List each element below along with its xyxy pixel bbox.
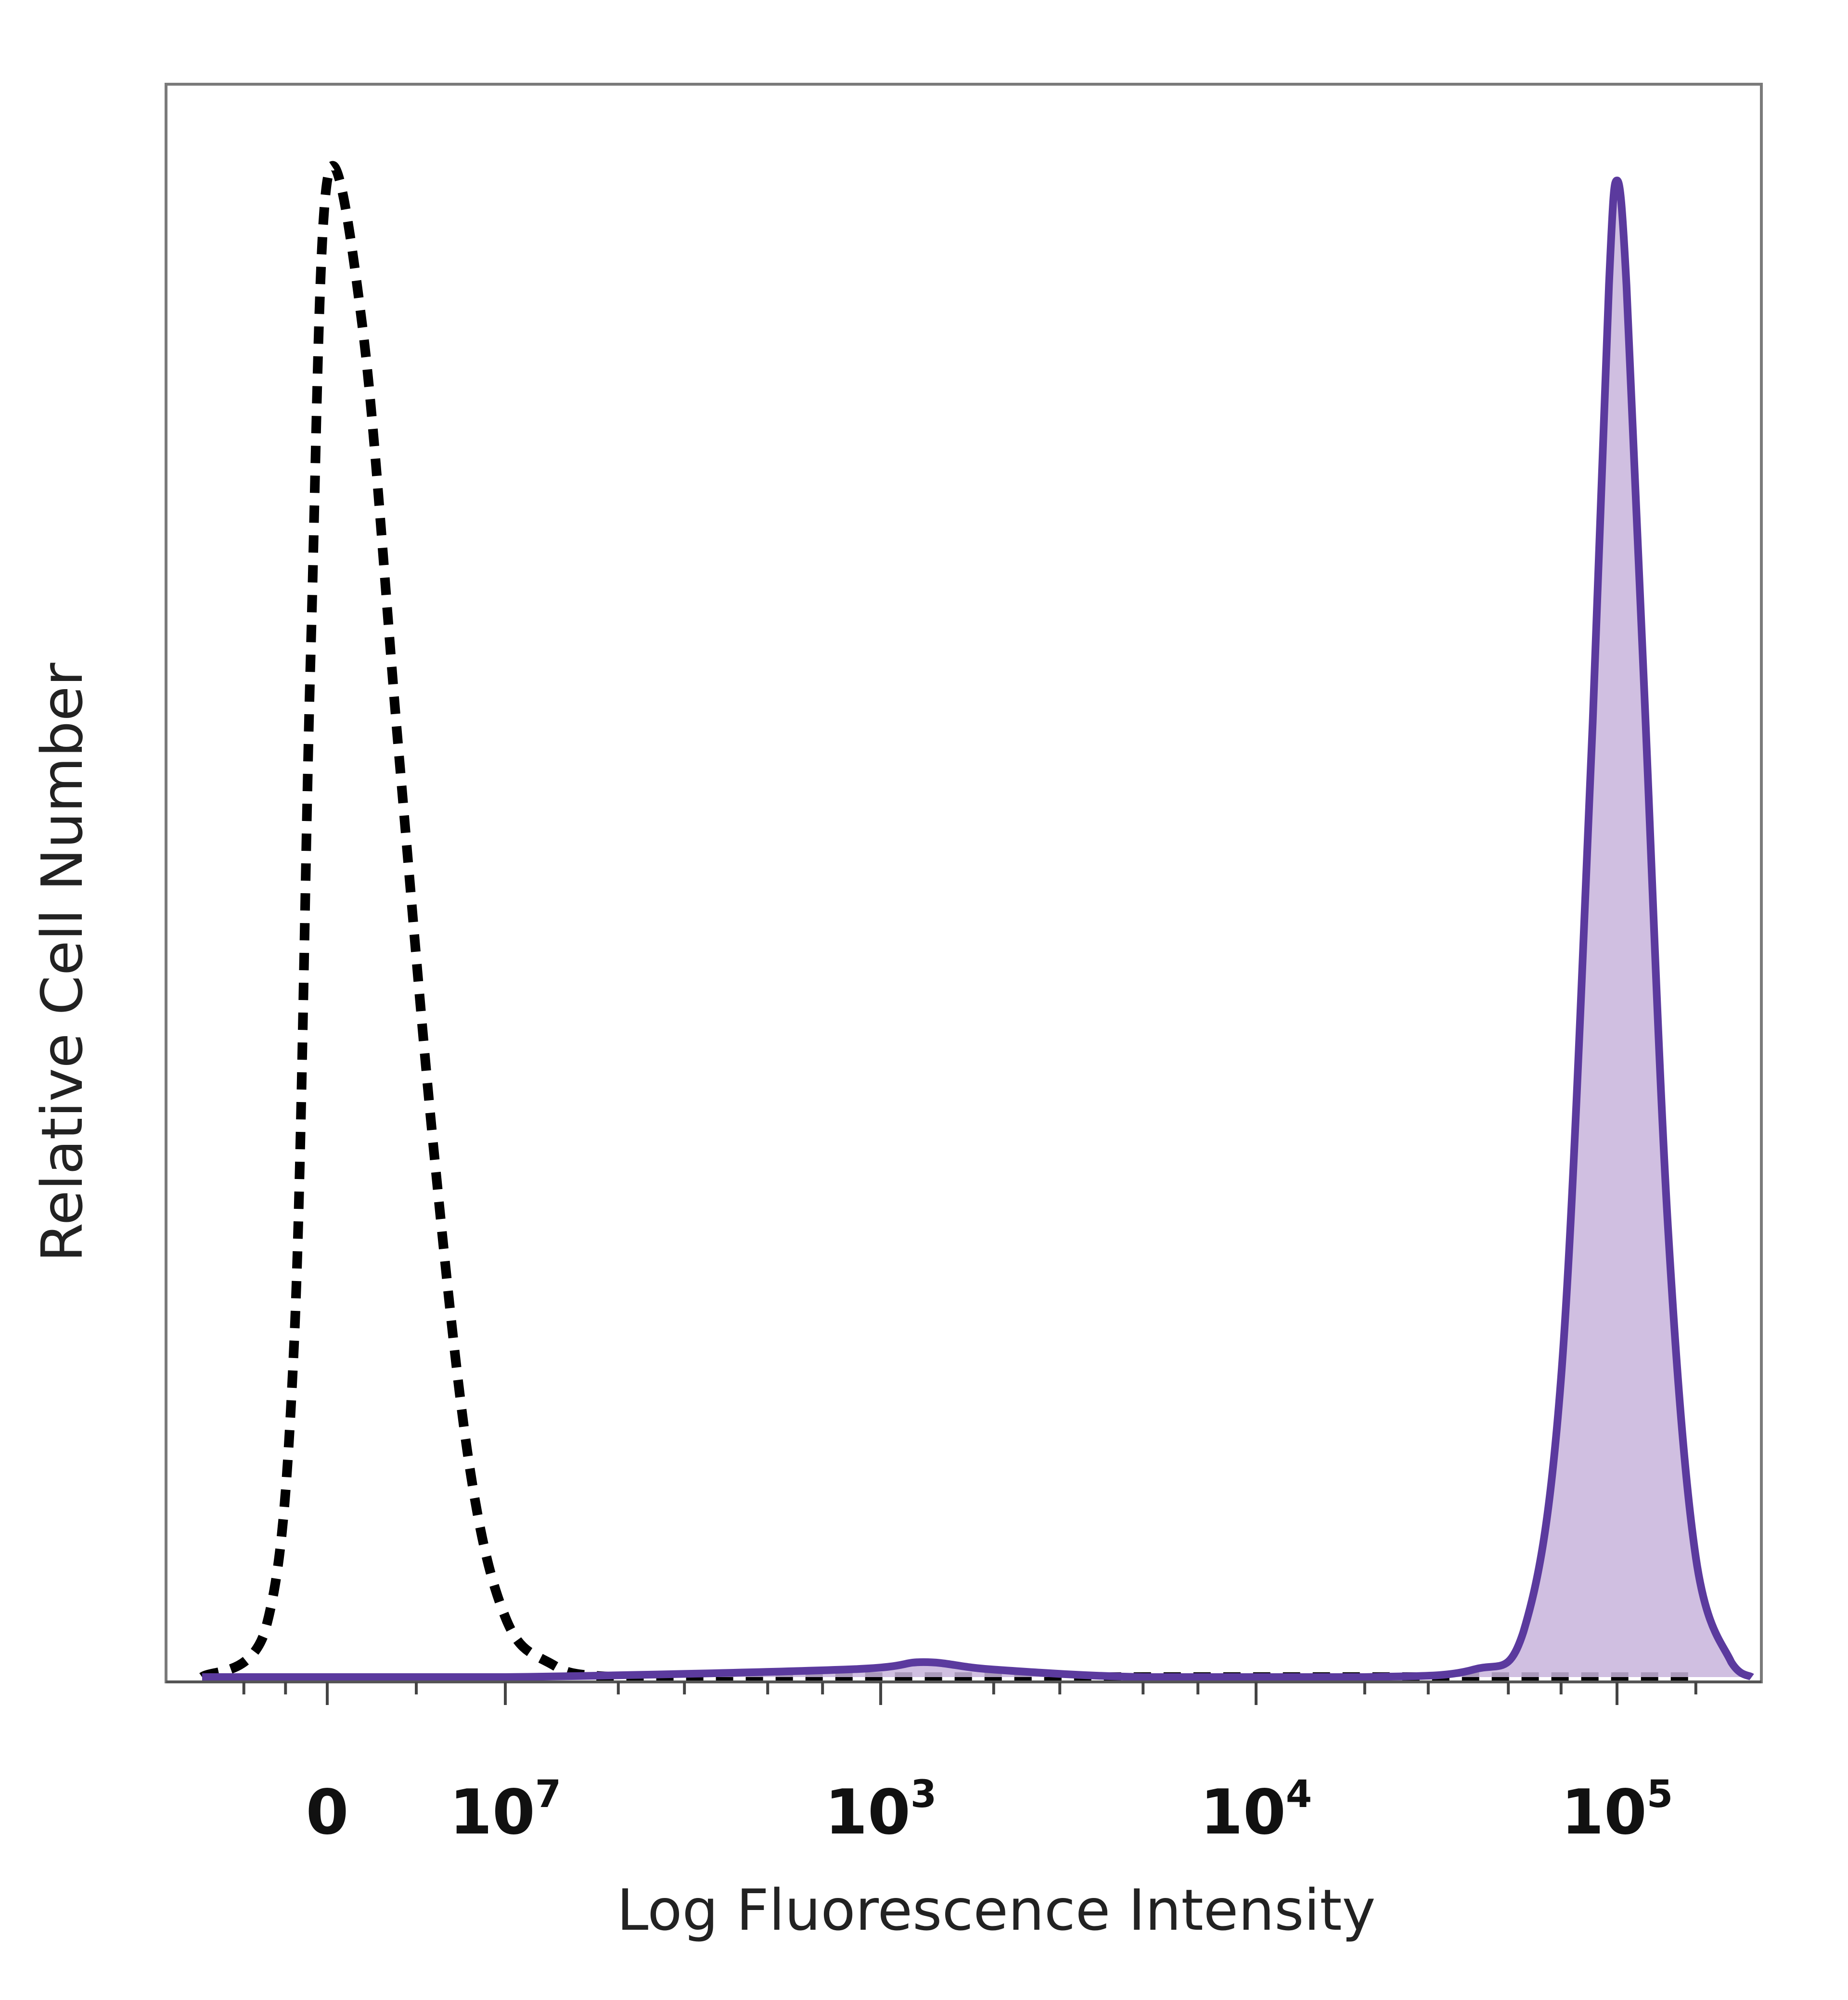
x-tick-label: 104	[1200, 1773, 1312, 1848]
series-layer	[199, 161, 1754, 1682]
plot-frame	[165, 83, 1763, 1683]
y-axis-title: Relative Cell Number	[29, 663, 95, 1262]
x-axis-title: Log Fluorescence Intensity	[617, 1877, 1376, 1943]
x-tick-label: 0	[306, 1777, 348, 1848]
series-2-line	[202, 177, 1754, 1681]
series-2-fill	[202, 180, 1752, 1677]
x-tick-label: 105	[1561, 1773, 1673, 1848]
x-tick-label: 107	[449, 1773, 561, 1848]
x-tick-label: 103	[825, 1773, 937, 1848]
x-axis-ticks: 0 107 103 104 105	[242, 1682, 1697, 1848]
